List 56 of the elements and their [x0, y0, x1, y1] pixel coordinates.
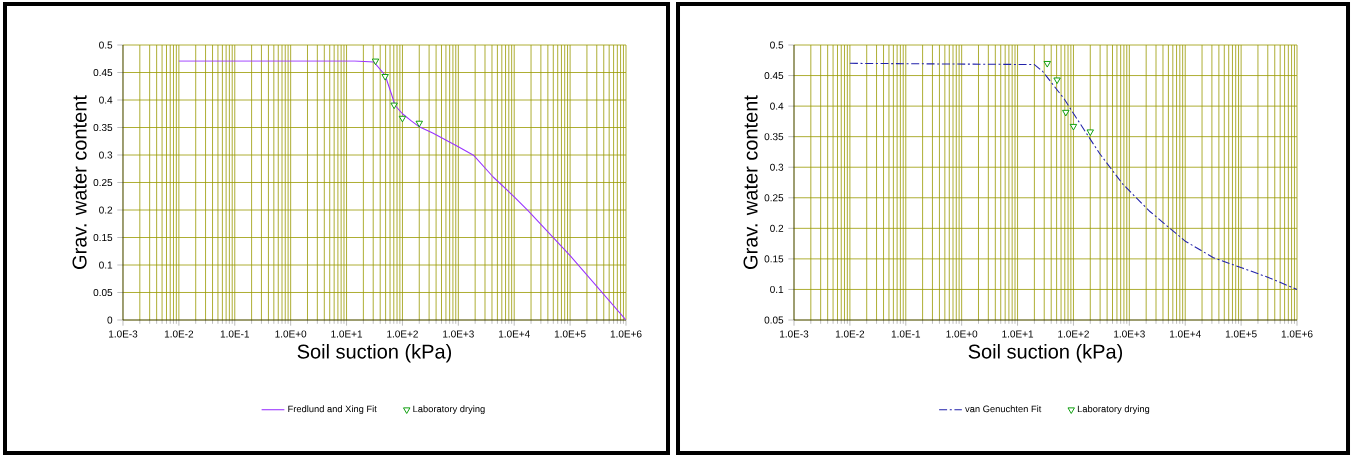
y-tick-label: 0.25 — [93, 178, 113, 187]
y-tick-label: 0.35 — [764, 133, 784, 141]
x-tick-label: 1.0E-2 — [164, 330, 194, 338]
y-tick-label: 0.1 — [99, 261, 113, 269]
x-tick-label: 1.0E-1 — [220, 330, 250, 338]
x-axis-title: Soil suction (kPa) — [297, 343, 452, 363]
point — [390, 102, 398, 110]
y-tick-label: 0.4 — [99, 96, 113, 104]
y-tick-label: 0.05 — [93, 288, 113, 297]
y-tick-label: 0.4 — [770, 102, 784, 110]
x-tick-label: 1.0E+3 — [1114, 330, 1145, 338]
y-tick-label: 0 — [107, 316, 113, 324]
y-tick-label: 0.25 — [764, 194, 784, 202]
x-tick-label: 1.0E+2 — [387, 330, 418, 338]
x-tick-label: 1.0E+5 — [1225, 330, 1257, 338]
x-tick-label: 1.0E+0 — [275, 330, 307, 338]
legend-label: Fredlund and Xing Fit — [288, 405, 377, 415]
x-tick-label: 1.0E-3 — [780, 330, 809, 338]
x-tick-label: 1.0E-3 — [109, 330, 138, 338]
x-tick-label: 1.0E+0 — [946, 330, 978, 338]
x-tick-label: 1.0E-2 — [835, 330, 865, 338]
y-tick-label: 0.45 — [764, 72, 784, 80]
x-tick-label: 1.0E+1 — [1002, 330, 1034, 338]
y-tick-label: 0.15 — [93, 233, 113, 242]
y-tick-label: 0.15 — [764, 255, 784, 263]
legend-label: Laboratory drying — [1077, 405, 1150, 415]
legend-label: van Genuchten Fit — [965, 405, 1042, 413]
x-tick-label: 1.0E+2 — [1058, 330, 1089, 338]
x-tick-label: 1.0E+3 — [443, 330, 474, 338]
x-tick-label: 1.0E+4 — [1169, 330, 1201, 338]
x-tick-label: 1.0E-1 — [891, 330, 921, 338]
y-tick-label: 0.35 — [93, 123, 113, 132]
y-tick-label: 0.5 — [99, 41, 113, 49]
point — [381, 74, 389, 81]
y-tick-label: 0.45 — [93, 68, 113, 77]
legend-label: Laboratory drying — [413, 405, 485, 415]
y-tick-label: 0.5 — [770, 41, 784, 49]
x-axis-title: Soil suction (kPa) — [968, 343, 1123, 363]
point — [398, 115, 407, 123]
point — [1053, 77, 1061, 85]
y-axis-title: Grav. water content — [72, 95, 87, 269]
y-axis-title: Grav. water content — [743, 95, 758, 269]
x-tick-label: 1.0E+6 — [1281, 330, 1313, 338]
y-tick-label: 0.3 — [99, 151, 113, 159]
y-tick-label: 0.3 — [770, 163, 784, 171]
point — [1062, 109, 1070, 117]
y-tick-label: 0.2 — [99, 206, 113, 214]
y-tick-label: 0.2 — [770, 224, 784, 232]
x-tick-label: 1.0E+6 — [610, 330, 642, 338]
y-tick-label: 0.1 — [770, 285, 784, 293]
point — [371, 58, 380, 66]
x-tick-label: 1.0E+5 — [554, 330, 586, 338]
point — [1043, 61, 1051, 68]
x-tick-label: 1.0E+1 — [331, 330, 363, 338]
y-tick-label: 0.05 — [764, 316, 784, 324]
x-tick-label: 1.0E+4 — [498, 330, 530, 338]
